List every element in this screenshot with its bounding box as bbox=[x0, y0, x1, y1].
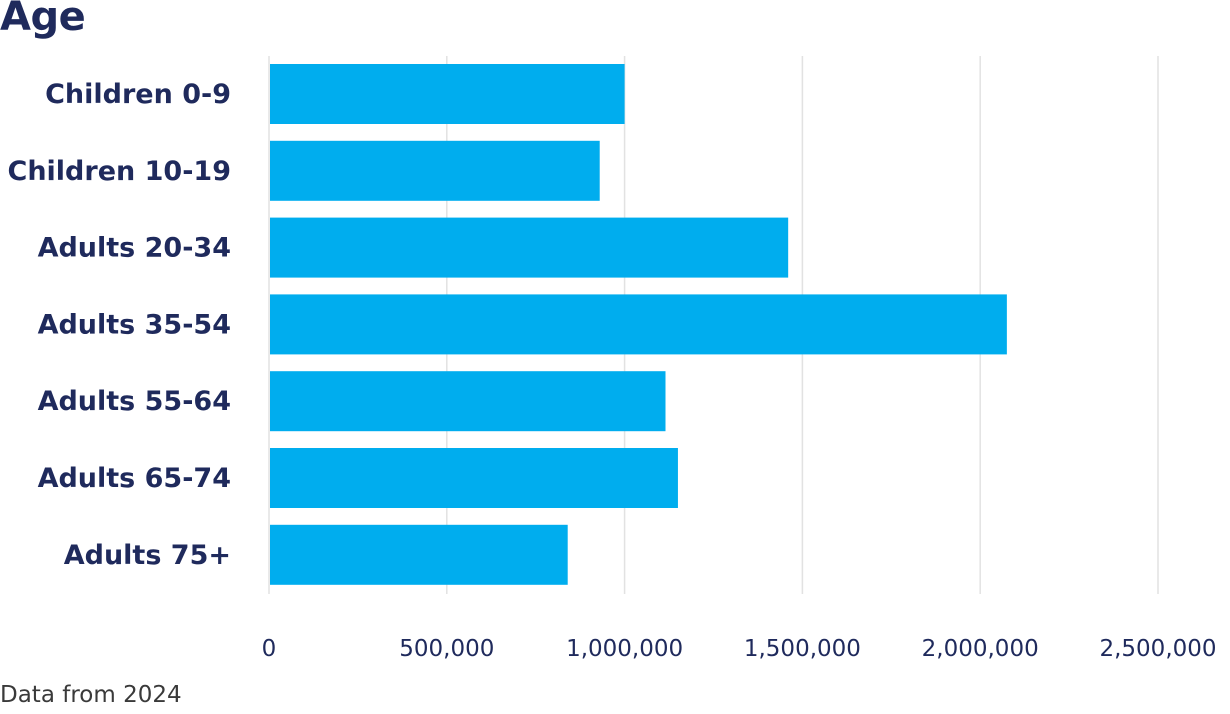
category-label: Adults 35-54 bbox=[38, 309, 231, 340]
bar bbox=[270, 140, 600, 201]
x-tick-labels: 0 500,000 1,000,000 1,500,000 2,000,000 2,500… bbox=[262, 636, 1217, 662]
bar bbox=[270, 371, 666, 432]
chart-title: Age bbox=[0, 0, 86, 40]
x-tick-label: 2,000,000 bbox=[922, 636, 1039, 662]
bar bbox=[270, 217, 789, 278]
bars bbox=[270, 64, 1007, 585]
bar bbox=[270, 64, 625, 124]
bar bbox=[270, 448, 678, 508]
x-tick-label: 1,000,000 bbox=[566, 636, 683, 662]
category-label: Children 0-9 bbox=[45, 79, 231, 110]
x-tick-label: 0 bbox=[262, 636, 277, 662]
footnote: Data from 2024 bbox=[0, 682, 182, 708]
category-label: Adults 65-74 bbox=[38, 463, 231, 494]
bar bbox=[270, 294, 1007, 355]
bar bbox=[270, 524, 568, 585]
x-tick-label: 2,500,000 bbox=[1099, 636, 1216, 662]
category-label: Adults 55-64 bbox=[38, 386, 231, 417]
category-label: Children 10-19 bbox=[8, 156, 231, 187]
x-tick-label: 500,000 bbox=[399, 636, 494, 662]
category-label: Adults 20-34 bbox=[38, 233, 231, 264]
category-label: Adults 75+ bbox=[64, 540, 231, 571]
category-labels: Children 0-9 Children 10-19 Adults 20-34 Ad… bbox=[8, 79, 231, 571]
x-tick-label: 1,500,000 bbox=[744, 636, 861, 662]
